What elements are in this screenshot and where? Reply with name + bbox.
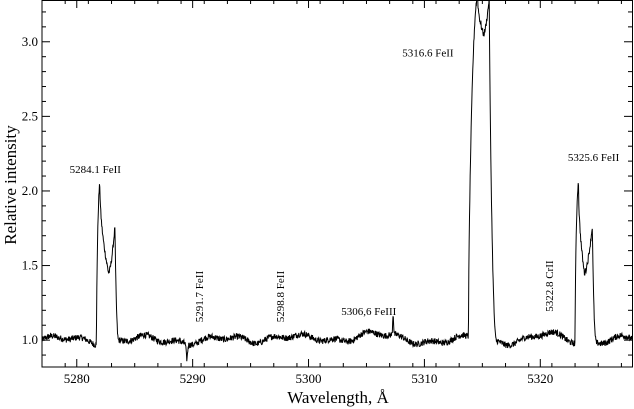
line-label: 5306,6 FeIII: [341, 306, 396, 318]
line-label: 5325.6 FeII: [568, 152, 620, 164]
x-tick-label: 5280: [64, 371, 90, 386]
y-tick-label: 1.0: [22, 332, 38, 347]
line-label: 5284.1 FeII: [70, 164, 122, 176]
y-tick-label: 2.0: [22, 183, 38, 198]
x-tick-label: 5290: [180, 371, 206, 386]
y-tick-label: 2.5: [22, 108, 38, 123]
axes: 5280 5290 5300 5310 5320 1.0 1.5 2.0 2.5 3.0: [22, 0, 633, 386]
spectrum-line: [42, 0, 633, 362]
line-label: 5316.6 FeII: [402, 48, 454, 60]
x-tick-label: 5320: [527, 371, 553, 386]
plot-area: [42, 0, 633, 362]
y-axis-title: Relative intensity: [1, 125, 20, 245]
plot-frame: [41, 0, 633, 368]
line-label: 5298.8 FeII: [275, 271, 287, 323]
x-tick-label: 5300: [296, 371, 322, 386]
line-label: 5322.8 CrII: [544, 260, 556, 312]
line-label: 5291.7 FeII: [194, 271, 206, 323]
x-axis-title: Wavelength, Å: [287, 388, 389, 407]
y-tick-label: 1.5: [22, 258, 38, 273]
y-tick-label: 3.0: [22, 34, 38, 49]
x-tick-label: 5310: [411, 371, 437, 386]
annotations: 5284.1 FeII 5291.7 FeII 5298.8 FeII 5306,6 …: [70, 48, 620, 323]
